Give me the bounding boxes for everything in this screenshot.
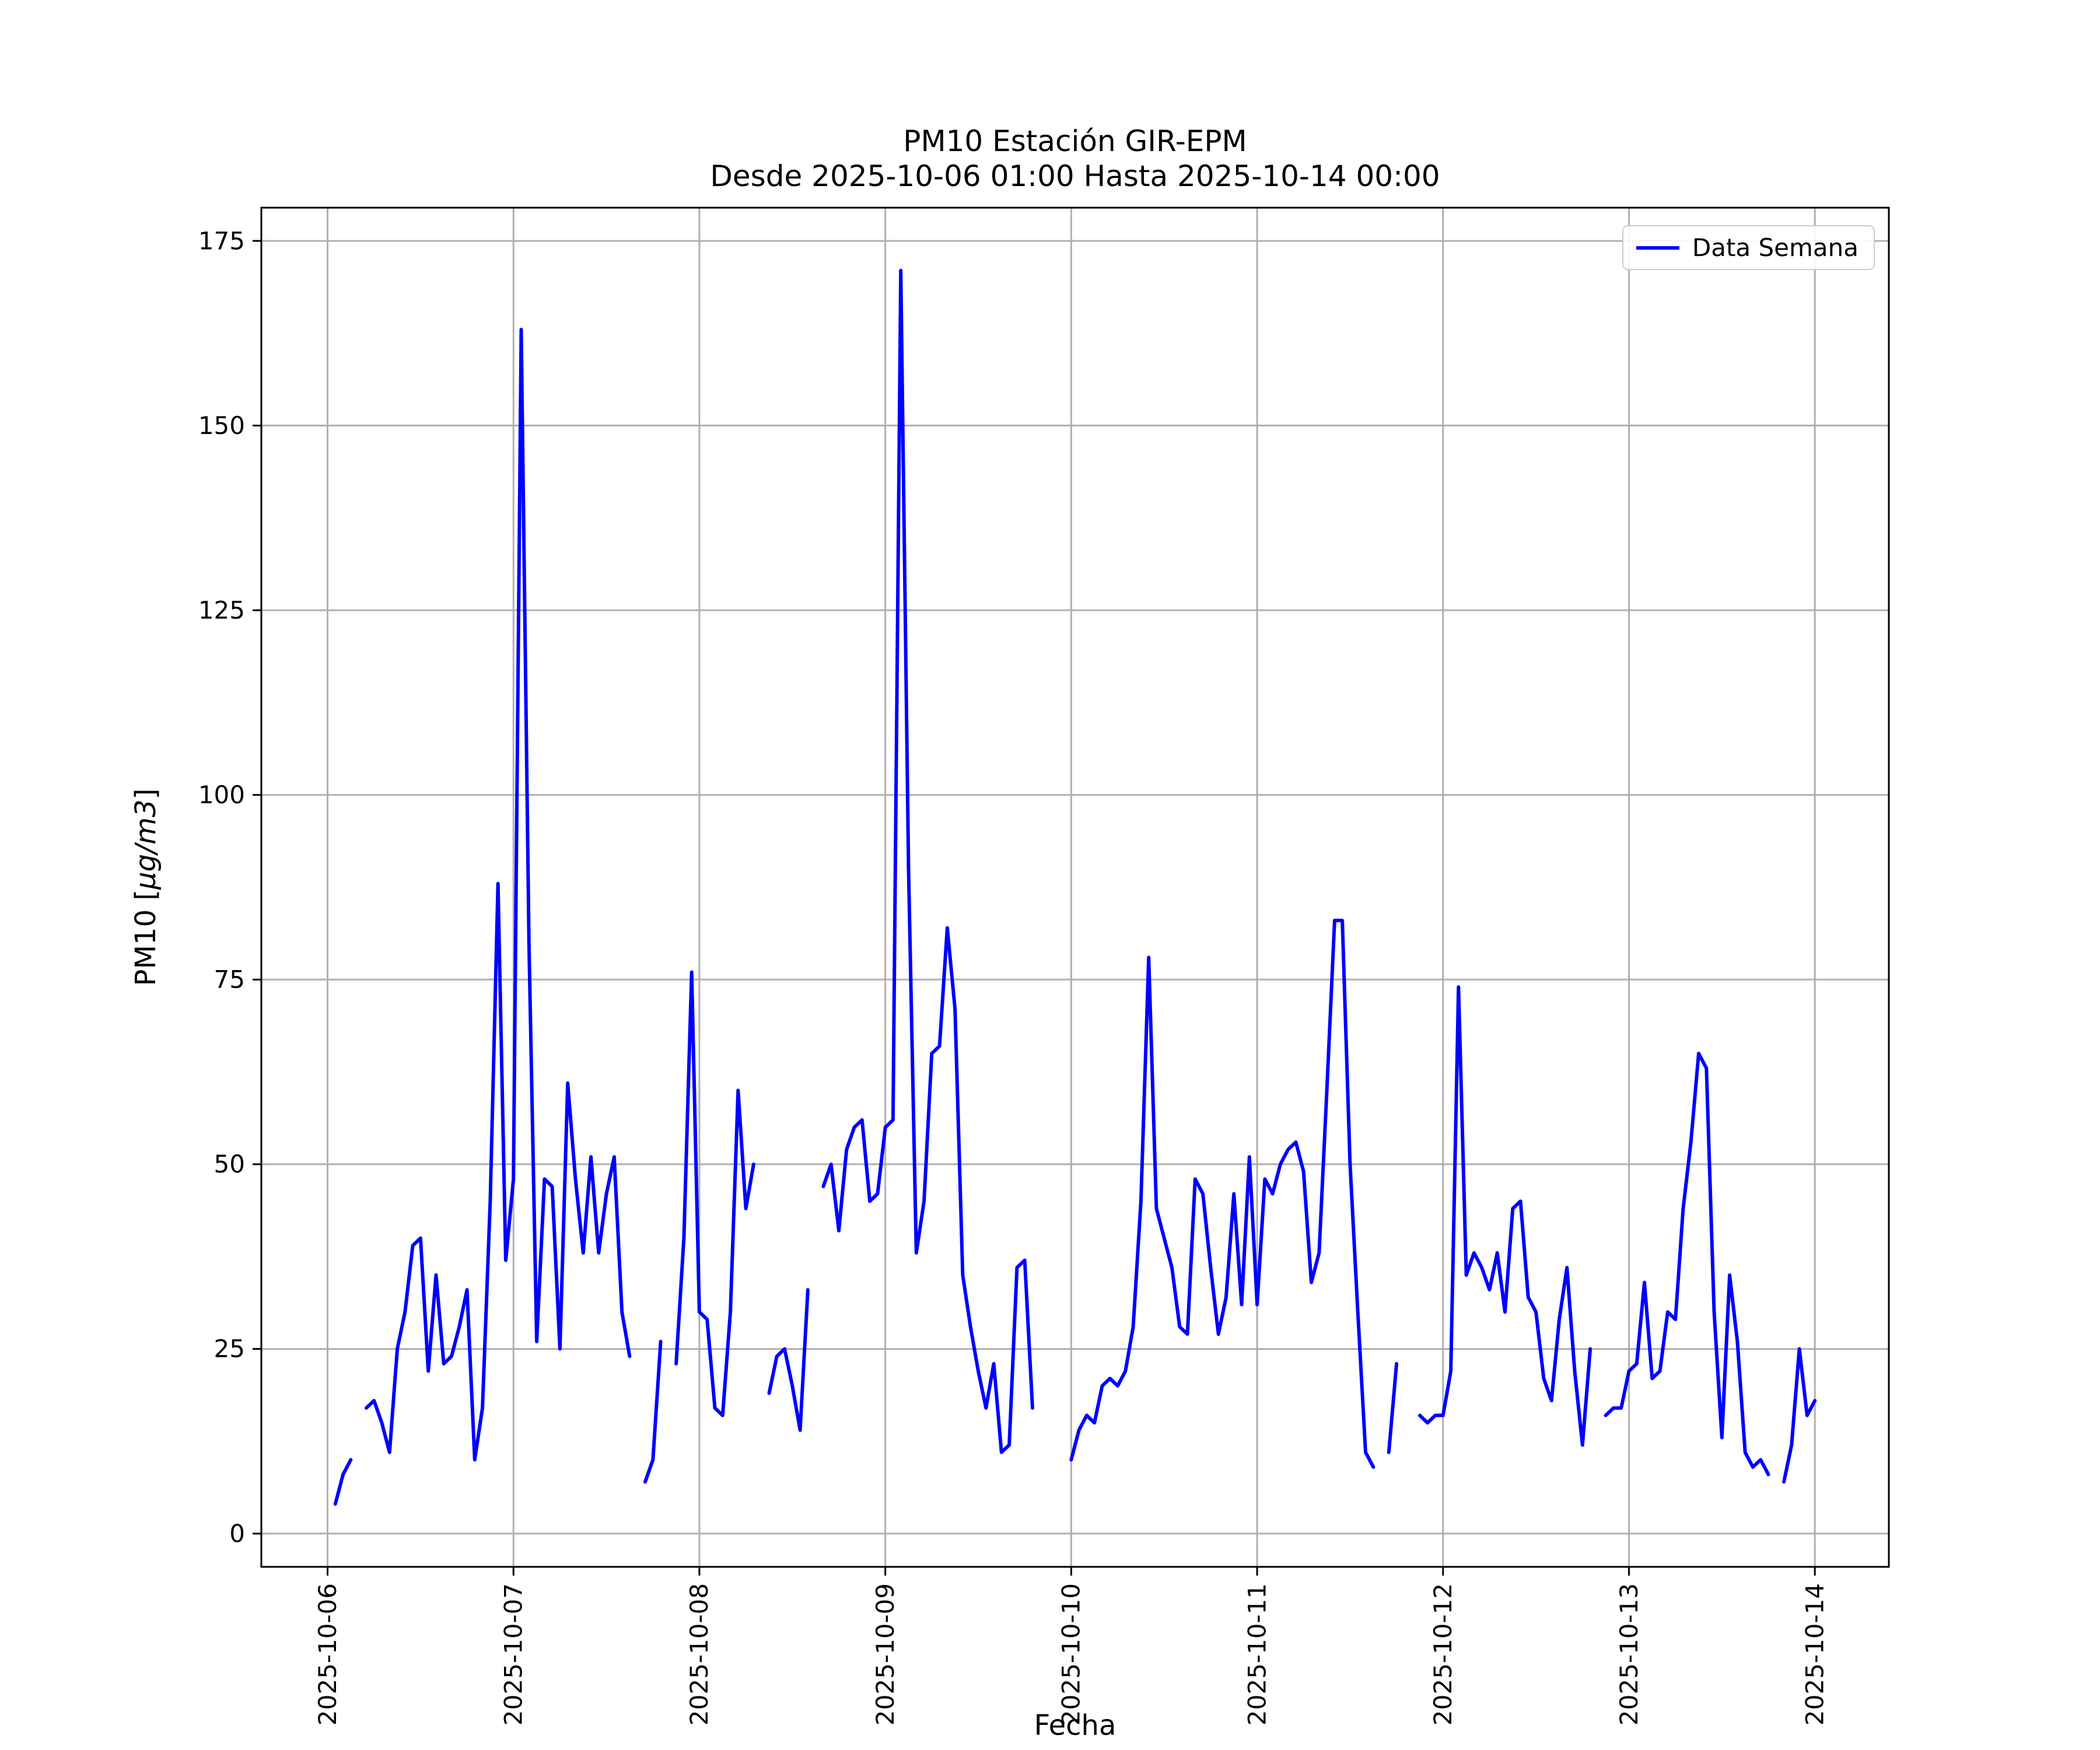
y-axis-label-suffix: ] <box>130 788 162 800</box>
grid <box>261 208 1889 1567</box>
legend: Data Semana <box>1622 225 1875 270</box>
x-tick-label: 2025-10-13 <box>1615 1583 1643 1726</box>
y-tick-label: 175 <box>198 226 245 255</box>
x-tick-label: 2025-10-08 <box>685 1583 713 1726</box>
chart-title-line2: Desde 2025-10-06 01:00 Hasta 2025-10-14 … <box>710 159 1440 193</box>
y-tick-label: 25 <box>214 1335 245 1363</box>
plot-border <box>260 206 1890 1568</box>
x-tick-label: 2025-10-12 <box>1429 1583 1457 1726</box>
y-axis-label-prefix: PM10 [ <box>130 889 162 986</box>
x-tick-label: 2025-10-06 <box>313 1583 342 1726</box>
y-tick-label: 75 <box>214 965 245 994</box>
x-tick-label: 2025-10-11 <box>1242 1583 1271 1726</box>
x-tick-label: 2025-10-07 <box>499 1583 528 1726</box>
y-axis-label: PM10 [μg/m3] <box>130 789 162 986</box>
x-tick-label: 2025-10-14 <box>1800 1583 1829 1726</box>
chart-title-line1: PM10 Estación GIR-EPM <box>903 124 1247 158</box>
y-tick-label: 100 <box>198 780 245 809</box>
legend-entry-label: Data Semana <box>1692 233 1859 262</box>
chart-title: PM10 Estación GIR-EPM Desde 2025-10-06 0… <box>261 124 1889 194</box>
x-tick-label: 2025-10-10 <box>1057 1583 1086 1726</box>
x-axis-label: Fecha <box>1034 1709 1116 1742</box>
y-tick-label: 50 <box>214 1150 245 1178</box>
y-tick-label: 0 <box>229 1519 245 1548</box>
y-axis: 0 25 50 75 100 125 150 175 <box>198 226 261 1548</box>
x-axis: 2025-10-06 2025-10-07 2025-10-08 2025-10-09… <box>313 1567 1829 1726</box>
x-tick-label: 2025-10-09 <box>871 1583 900 1726</box>
y-tick-label: 150 <box>198 411 245 440</box>
legend-line-swatch <box>1636 246 1679 250</box>
y-tick-label: 125 <box>198 596 245 624</box>
y-axis-label-units: μg/m3 <box>130 799 162 890</box>
data-line <box>333 268 1817 1506</box>
